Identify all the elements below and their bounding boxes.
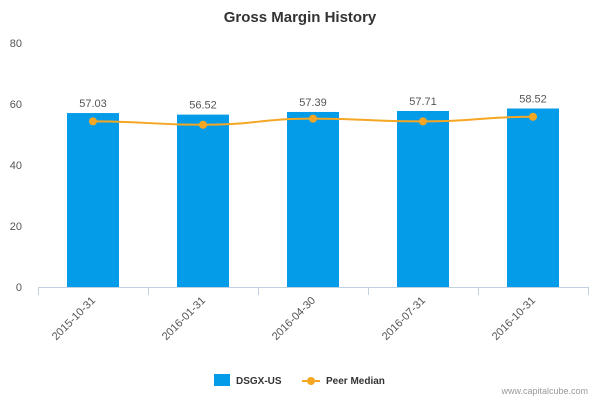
- bar-series: [67, 108, 559, 287]
- legend-item-peer-median[interactable]: Peer Median: [302, 376, 385, 387]
- bar-value-label: 57.39: [299, 97, 327, 109]
- bar-data-labels: 57.03 56.52 57.39 57.71 58.52: [79, 94, 547, 112]
- y-tick-label: 40: [10, 160, 22, 172]
- chart-title: Gross Margin History: [224, 9, 377, 26]
- legend[interactable]: DSGX-US Peer Median: [214, 374, 385, 387]
- bar-value-label: 56.52: [189, 100, 217, 112]
- bar-value-label: 58.52: [519, 94, 547, 106]
- bar-value-label: 57.03: [79, 98, 107, 110]
- bar-2016-10-31[interactable]: [507, 108, 559, 287]
- y-tick-label: 80: [10, 38, 22, 50]
- y-tick-label: 20: [10, 221, 22, 233]
- legend-item-dsgx[interactable]: DSGX-US: [214, 374, 282, 387]
- legend-line-marker: [307, 377, 315, 385]
- x-axis: 2015-10-31 2016-01-31 2016-04-30 2016-07-31…: [38, 287, 589, 343]
- y-tick-label: 60: [10, 99, 22, 111]
- peer-median-point-2016-10-31[interactable]: [529, 112, 537, 121]
- bar-2015-10-31[interactable]: [67, 113, 119, 287]
- bar-2016-07-31[interactable]: [397, 110, 449, 287]
- legend-label-peer-median: Peer Median: [326, 376, 385, 387]
- peer-median-series: [89, 112, 537, 129]
- y-tick-label: 0: [16, 282, 22, 294]
- x-tick-label: 2016-10-31: [490, 295, 538, 343]
- peer-median-point-2015-10-31[interactable]: [89, 117, 97, 126]
- bar-2016-04-30[interactable]: [287, 111, 339, 287]
- bar-2016-01-31[interactable]: [177, 114, 229, 287]
- bar-value-label: 57.71: [409, 96, 437, 108]
- peer-median-point-2016-01-31[interactable]: [199, 120, 207, 129]
- x-tick-label: 2015-10-31: [50, 295, 98, 343]
- x-tick-label: 2016-04-30: [270, 295, 318, 343]
- legend-bar-swatch: [214, 374, 230, 386]
- peer-median-point-2016-07-31[interactable]: [419, 117, 427, 126]
- peer-median-point-2016-04-30[interactable]: [309, 114, 317, 123]
- x-tick-label: 2016-07-31: [380, 295, 428, 343]
- credit-text[interactable]: www.capitalcube.com: [500, 386, 588, 396]
- x-tick-label: 2016-01-31: [160, 295, 208, 343]
- y-axis: 0 20 40 60 80: [10, 38, 22, 294]
- legend-label-dsgx: DSGX-US: [236, 376, 282, 387]
